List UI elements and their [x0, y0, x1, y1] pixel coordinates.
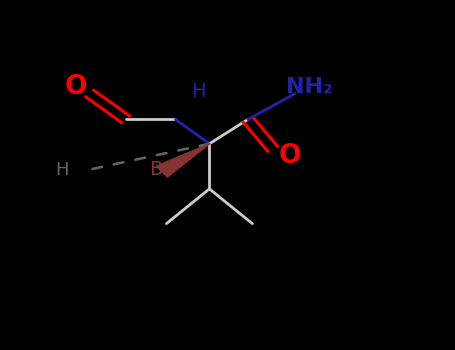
Text: H: H	[191, 82, 205, 101]
Text: O: O	[278, 143, 301, 169]
Text: Br: Br	[149, 160, 171, 179]
Text: H: H	[56, 161, 69, 179]
Text: O: O	[65, 74, 87, 100]
Text: NH₂: NH₂	[286, 77, 332, 97]
Polygon shape	[157, 144, 209, 177]
